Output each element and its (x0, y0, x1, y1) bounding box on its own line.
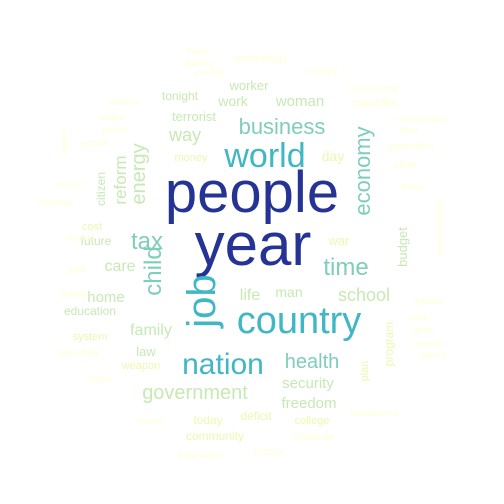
word: community (186, 429, 244, 443)
word: year (195, 211, 312, 278)
word: economy (350, 126, 375, 215)
word: cost (82, 221, 102, 233)
word: spending (58, 348, 99, 359)
word: democracy (397, 114, 446, 125)
word: future (81, 234, 112, 248)
word: growth (81, 138, 108, 148)
word: responsibility (435, 199, 446, 257)
word: way (168, 125, 201, 145)
word: peace (100, 112, 125, 122)
word: company (37, 197, 74, 207)
word: insurance (178, 450, 222, 461)
word: regime (66, 232, 94, 242)
word: education (64, 304, 116, 318)
word: goal (67, 264, 86, 275)
word: money (174, 152, 208, 164)
word: security (282, 375, 334, 392)
word: parent (420, 350, 446, 360)
word: reform (111, 155, 130, 204)
word: life (240, 287, 261, 304)
word: war (328, 233, 351, 248)
word: technology (234, 53, 288, 65)
word: citizen (94, 172, 108, 206)
word: program (382, 322, 396, 367)
word: power (415, 295, 445, 307)
word: health (285, 351, 340, 373)
word: school (338, 285, 390, 305)
word: people (165, 160, 339, 225)
word: place (102, 125, 126, 136)
word: agency (184, 58, 214, 68)
word: benefit (60, 289, 88, 299)
word: hope (408, 312, 428, 322)
word: student (413, 339, 443, 349)
word: today (193, 413, 222, 427)
word: government (142, 382, 248, 404)
word: weapon (121, 360, 161, 372)
word: family (130, 322, 172, 339)
word: leader (59, 129, 69, 154)
word: generation (386, 142, 433, 153)
word: job (180, 274, 224, 328)
word: day (322, 148, 345, 164)
word: tax (131, 228, 163, 255)
word: plan (359, 361, 371, 382)
word: capability (351, 97, 397, 109)
word: terrorist (172, 109, 216, 124)
word: nation (182, 348, 264, 381)
word: deficit (240, 409, 272, 423)
word: market (56, 180, 84, 190)
word: effort (394, 160, 417, 171)
word: energy (128, 143, 150, 204)
word: product (195, 67, 226, 77)
word: enemy (308, 66, 338, 77)
word: college (295, 415, 330, 427)
word: child (140, 246, 167, 295)
word: investment (350, 408, 399, 419)
word: worker (228, 78, 269, 93)
word: work (217, 93, 249, 109)
word: force (402, 182, 425, 193)
word: business (239, 114, 326, 139)
word: world (223, 137, 305, 175)
word: system (73, 331, 108, 343)
word: idea (400, 125, 417, 135)
word: tonight (162, 89, 199, 103)
word: time (323, 254, 368, 281)
word: credit (411, 325, 434, 335)
word: trade (187, 46, 208, 56)
word: country (237, 300, 362, 342)
word: million (110, 97, 138, 108)
word: crime (89, 374, 111, 384)
word: record (137, 416, 163, 426)
word: woman (275, 93, 324, 110)
word: man (275, 284, 302, 300)
word: law (136, 344, 156, 359)
word: freedom (281, 395, 336, 412)
word: home (87, 289, 125, 306)
word: budget (395, 227, 410, 267)
word: history (254, 447, 283, 458)
word: care (104, 258, 135, 275)
word: opportunity (349, 84, 398, 95)
word: challenge (292, 432, 335, 443)
